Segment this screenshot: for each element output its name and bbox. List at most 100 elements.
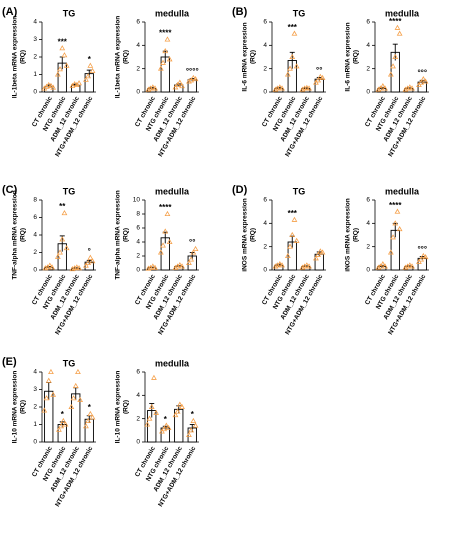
data-point	[54, 71, 61, 77]
y-tick-label: 4	[136, 392, 140, 399]
significance-label: *	[164, 415, 168, 424]
data-point	[396, 30, 403, 36]
data-point	[61, 52, 68, 58]
data-point	[420, 252, 427, 258]
data-point	[293, 63, 300, 69]
y-tick-label: 4	[33, 232, 37, 239]
data-point	[303, 262, 310, 268]
significance-label: °°	[316, 66, 322, 75]
data-point	[179, 263, 185, 269]
data-point	[43, 395, 50, 401]
data-point	[164, 210, 171, 216]
data-point	[61, 210, 68, 216]
y-tick-label: 0	[33, 439, 37, 446]
data-point	[152, 85, 158, 91]
significance-label: °	[88, 247, 91, 256]
data-point	[392, 220, 399, 226]
data-point	[319, 74, 326, 80]
data-point	[147, 85, 154, 91]
data-point	[71, 81, 78, 87]
data-point	[144, 421, 151, 427]
y-tick-label: 0	[136, 267, 140, 274]
y-tick-label: 4	[33, 369, 37, 376]
y-tick-label: 8	[33, 197, 37, 204]
data-point	[289, 231, 296, 237]
data-point	[387, 249, 394, 255]
significance-label: ****	[159, 29, 172, 38]
data-point	[284, 252, 291, 258]
y-tick-label: 2	[136, 253, 140, 260]
data-point	[422, 78, 429, 84]
data-point	[176, 401, 183, 407]
data-point	[287, 243, 293, 249]
data-point	[57, 66, 63, 72]
y-tick-label: 6	[136, 225, 140, 232]
panel-label: (B)	[232, 6, 248, 18]
subplot-title: TG	[293, 186, 306, 196]
data-point	[166, 56, 173, 62]
y-tick-label: 6	[366, 19, 370, 26]
data-point	[276, 261, 283, 267]
y-tick-label: 4	[366, 42, 370, 49]
data-point	[390, 234, 396, 240]
data-point	[149, 84, 156, 90]
significance-label: ****	[389, 201, 402, 210]
y-tick-label: 0	[366, 89, 370, 96]
data-point	[306, 263, 312, 269]
data-point	[145, 86, 152, 92]
data-point	[306, 85, 312, 91]
y-axis-label: (RQ)	[123, 228, 130, 242]
panel-label: (A)	[2, 6, 18, 18]
y-tick-label: 6	[263, 19, 267, 26]
data-point	[57, 249, 63, 255]
data-point	[409, 263, 415, 269]
y-tick-label: 0	[33, 267, 37, 274]
y-tick-label: 3	[33, 36, 37, 43]
data-point	[172, 412, 179, 418]
data-point	[276, 84, 283, 90]
data-point	[299, 86, 306, 92]
y-axis-label: IL-1beta mRNA expression	[12, 16, 19, 99]
subplot-title: medulla	[385, 8, 420, 18]
data-point	[299, 264, 306, 270]
subplot-title: TG	[293, 8, 306, 18]
data-point	[59, 45, 66, 51]
data-point	[179, 403, 185, 409]
data-point	[279, 85, 285, 91]
significance-label: °°	[189, 238, 195, 247]
data-point	[375, 264, 382, 270]
data-point	[48, 82, 54, 88]
y-axis-label: IL-6 mRNA expression	[345, 22, 352, 91]
panel-label: (E)	[2, 356, 17, 368]
y-tick-label: 10	[133, 197, 141, 204]
y-tick-label: 6	[366, 197, 370, 204]
data-point	[272, 263, 279, 269]
data-point	[172, 264, 179, 270]
data-point	[73, 264, 80, 270]
data-point	[387, 71, 394, 77]
data-point	[293, 237, 300, 243]
data-point	[418, 79, 425, 85]
data-point	[60, 417, 67, 423]
data-point	[166, 238, 173, 244]
data-point	[89, 414, 96, 420]
y-tick-label: 0	[366, 267, 370, 274]
data-point	[188, 427, 195, 433]
subplot-title: medulla	[155, 358, 190, 368]
data-point	[188, 256, 195, 262]
y-tick-label: 6	[263, 197, 267, 204]
data-point	[192, 422, 199, 428]
data-point	[382, 263, 388, 269]
data-point	[190, 417, 197, 423]
data-point	[279, 262, 285, 268]
data-point	[422, 254, 429, 260]
data-point	[313, 255, 319, 261]
data-point	[45, 81, 52, 87]
data-point	[62, 421, 69, 427]
data-point	[146, 415, 153, 421]
y-axis-label: iNOS mRNA expression	[345, 198, 352, 271]
y-tick-label: 2	[263, 65, 267, 72]
significance-label: **	[59, 202, 66, 211]
data-point	[404, 263, 411, 269]
